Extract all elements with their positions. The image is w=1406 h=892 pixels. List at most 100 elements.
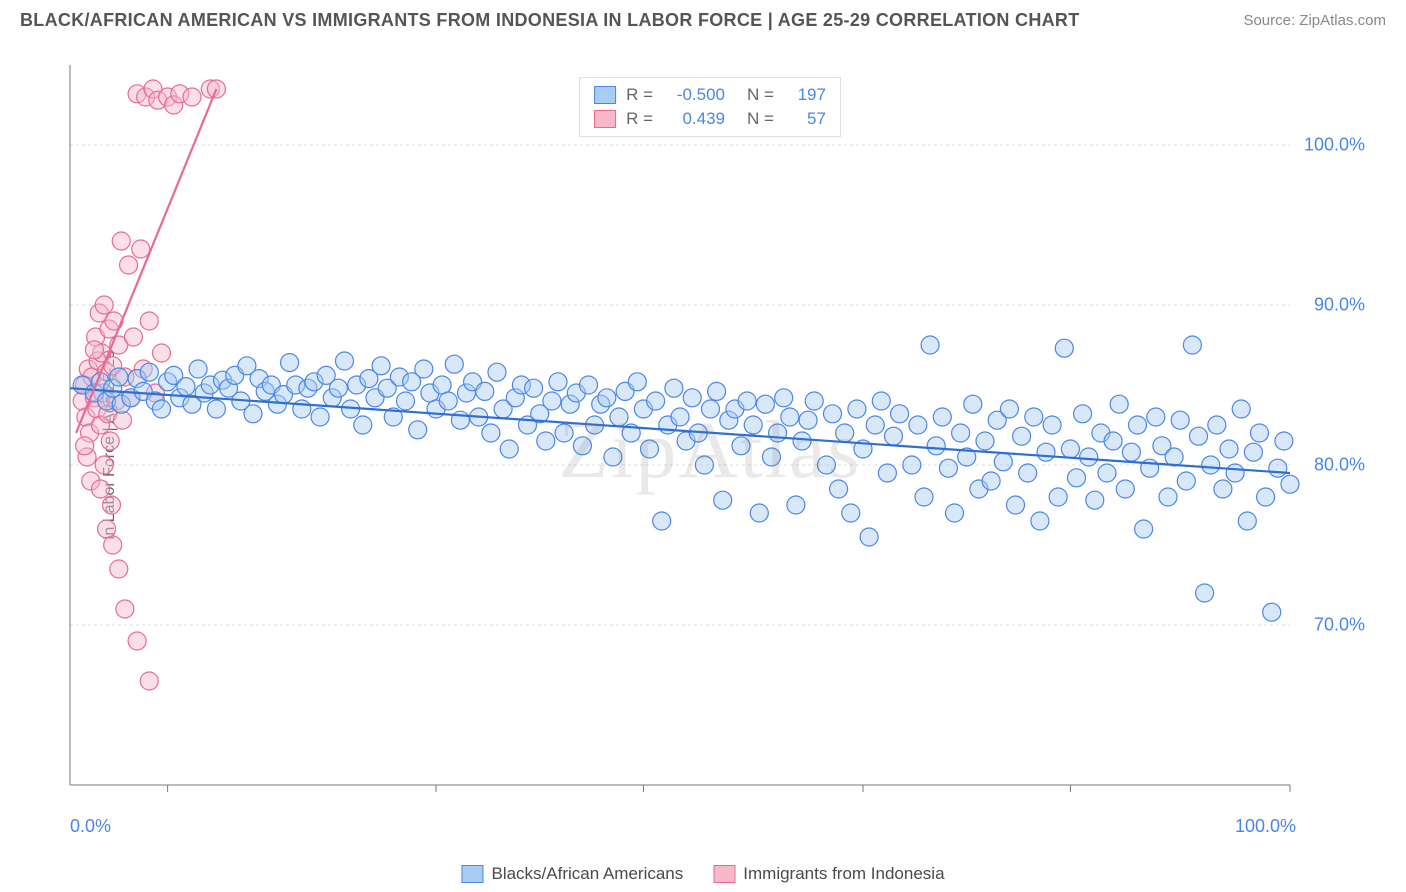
scatter-point: [445, 355, 463, 373]
scatter-point: [891, 405, 909, 423]
scatter-point: [1000, 400, 1018, 418]
scatter-point: [1049, 488, 1067, 506]
scatter-point: [781, 408, 799, 426]
scatter-point: [1025, 408, 1043, 426]
legend-swatch: [461, 865, 483, 883]
legend-n-value: 57: [784, 109, 826, 129]
scatter-point: [860, 528, 878, 546]
scatter-point: [1190, 427, 1208, 445]
scatter-point: [1037, 443, 1055, 461]
scatter-point: [1226, 464, 1244, 482]
legend-swatch: [594, 86, 616, 104]
scatter-point: [85, 341, 103, 359]
legend-r-value: 0.439: [663, 109, 725, 129]
scatter-point: [1171, 411, 1189, 429]
legend-label: Immigrants from Indonesia: [743, 864, 944, 884]
scatter-point: [915, 488, 933, 506]
plot-svg: [60, 55, 1360, 815]
scatter-point: [1165, 448, 1183, 466]
scatter-point: [1098, 464, 1116, 482]
scatter-point: [1019, 464, 1037, 482]
legend-n-label: N =: [747, 109, 774, 129]
scatter-point: [76, 437, 94, 455]
scatter-point: [872, 392, 890, 410]
scatter-point: [1068, 469, 1086, 487]
scatter-point: [95, 456, 113, 474]
scatter-point: [124, 328, 142, 346]
scatter-point: [543, 392, 561, 410]
legend-swatch: [713, 865, 735, 883]
scatter-point: [982, 472, 1000, 490]
scatter-point: [769, 424, 787, 442]
scatter-point: [1061, 440, 1079, 458]
scatter-point: [927, 437, 945, 455]
scatter-point: [903, 456, 921, 474]
legend-label: Blacks/African Americans: [491, 864, 683, 884]
scatter-point: [1263, 603, 1281, 621]
legend-row: R =-0.500N =197: [594, 83, 826, 107]
scatter-point: [189, 360, 207, 378]
y-tick-label: 80.0%: [1314, 455, 1365, 476]
scatter-point: [92, 480, 110, 498]
scatter-point: [128, 632, 146, 650]
scatter-point: [921, 336, 939, 354]
scatter-point: [140, 363, 158, 381]
scatter-point: [1080, 448, 1098, 466]
scatter-point: [653, 512, 671, 530]
scatter-point: [830, 480, 848, 498]
scatter-point: [1043, 416, 1061, 434]
y-tick-label: 100.0%: [1304, 135, 1365, 156]
scatter-point: [573, 437, 591, 455]
scatter-point: [1129, 416, 1147, 434]
scatter-point: [793, 432, 811, 450]
scatter-point: [397, 392, 415, 410]
scatter-point: [1177, 472, 1195, 490]
scatter-point: [866, 416, 884, 434]
scatter-point: [1269, 459, 1287, 477]
scatter-point: [610, 408, 628, 426]
scatter-point: [537, 432, 555, 450]
scatter-point: [744, 416, 762, 434]
scatter-point: [177, 378, 195, 396]
scatter-point: [140, 672, 158, 690]
scatter-point: [604, 448, 622, 466]
scatter-point: [1251, 424, 1269, 442]
scatter-point: [817, 456, 835, 474]
scatter-point: [120, 256, 138, 274]
scatter-point: [665, 379, 683, 397]
scatter-point: [1208, 416, 1226, 434]
legend-n-label: N =: [747, 85, 774, 105]
scatter-point: [671, 408, 689, 426]
scatter-point: [482, 424, 500, 442]
legend-row: R = 0.439 N = 57: [594, 107, 826, 131]
scatter-point: [183, 88, 201, 106]
scatter-point: [433, 376, 451, 394]
scatter-point: [116, 600, 134, 618]
chart-title: BLACK/AFRICAN AMERICAN VS IMMIGRANTS FRO…: [20, 10, 1080, 31]
scatter-point: [1257, 488, 1275, 506]
series-legend: Blacks/African Americans Immigrants from …: [461, 864, 944, 884]
scatter-point: [824, 405, 842, 423]
legend-r-label: R =: [626, 109, 653, 129]
scatter-point: [110, 368, 128, 386]
scatter-point: [799, 411, 817, 429]
scatter-point: [848, 400, 866, 418]
scatter-point: [104, 536, 122, 554]
scatter-point: [112, 232, 130, 250]
scatter-point: [1275, 432, 1293, 450]
scatter-point: [555, 424, 573, 442]
scatter-point: [1104, 432, 1122, 450]
legend-n-value: 197: [784, 85, 826, 105]
scatter-point: [647, 392, 665, 410]
scatter-point: [1159, 488, 1177, 506]
scatter-point: [1232, 400, 1250, 418]
legend-r-label: R =: [626, 85, 653, 105]
scatter-point: [110, 560, 128, 578]
scatter-point: [140, 312, 158, 330]
scatter-point: [885, 427, 903, 445]
scatter-point: [1183, 336, 1201, 354]
scatter-point: [409, 421, 427, 439]
legend-item: Blacks/African Americans: [461, 864, 683, 884]
scatter-point: [775, 389, 793, 407]
scatter-point: [732, 437, 750, 455]
